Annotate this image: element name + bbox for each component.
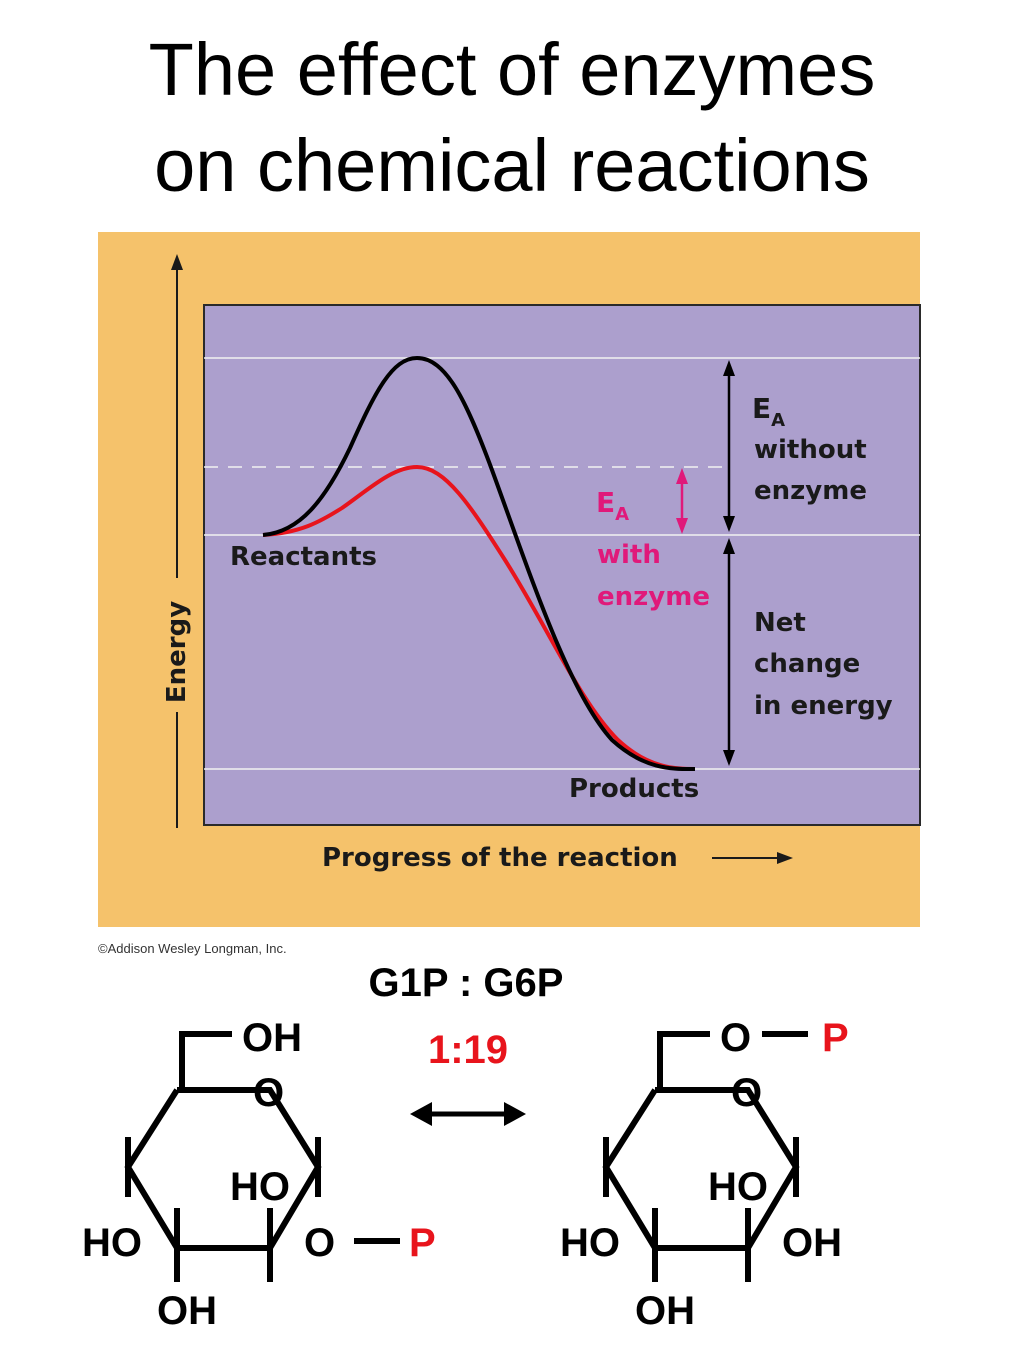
g6p-molecule: [606, 1034, 808, 1282]
g6p-bottom-oh: OH: [635, 1289, 695, 1333]
g1p-top-oh: OH: [242, 1016, 302, 1060]
ratio-label: G1P : G6P: [369, 961, 564, 1005]
g6p-inner-ho: HO: [708, 1165, 768, 1209]
g1p-phosphate-o: O: [304, 1221, 335, 1265]
g1p-bottom-oh: OH: [157, 1289, 217, 1333]
g6p-top-p: P: [822, 1016, 849, 1060]
reactants-label: Reactants: [230, 542, 377, 572]
g6p-ring-o: O: [731, 1071, 762, 1115]
g1p-left-ho: HO: [82, 1221, 142, 1265]
equilibrium-double-arrow: [410, 1102, 526, 1126]
y-axis-label: Energy: [162, 601, 192, 703]
g1p-inner-ho: HO: [230, 1165, 290, 1209]
ea-without-line-2: enzyme: [754, 476, 867, 506]
ea-without-line-1: without: [754, 435, 867, 465]
ratio-value: 1:19: [428, 1028, 508, 1072]
net-change-line-3: in energy: [754, 691, 893, 721]
g6p-right-oh: OH: [782, 1221, 842, 1265]
g1p-phosphate-p: P: [409, 1221, 436, 1265]
g6p-left-ho: HO: [560, 1221, 620, 1265]
products-label: Products: [569, 774, 699, 804]
g6p-top-o: O: [720, 1016, 751, 1060]
net-change-line-2: change: [754, 649, 860, 679]
ea-with-line-1: with: [597, 540, 661, 570]
g1p-ring-o: O: [253, 1071, 284, 1115]
copyright-credit: ©Addison Wesley Longman, Inc.: [98, 941, 287, 956]
x-axis-label: Progress of the reaction: [322, 843, 678, 873]
net-change-line-1: Net: [754, 608, 806, 638]
energy-diagram: Reactants Products EA without enzyme EA …: [98, 232, 920, 927]
ea-with-line-2: enzyme: [597, 582, 710, 612]
